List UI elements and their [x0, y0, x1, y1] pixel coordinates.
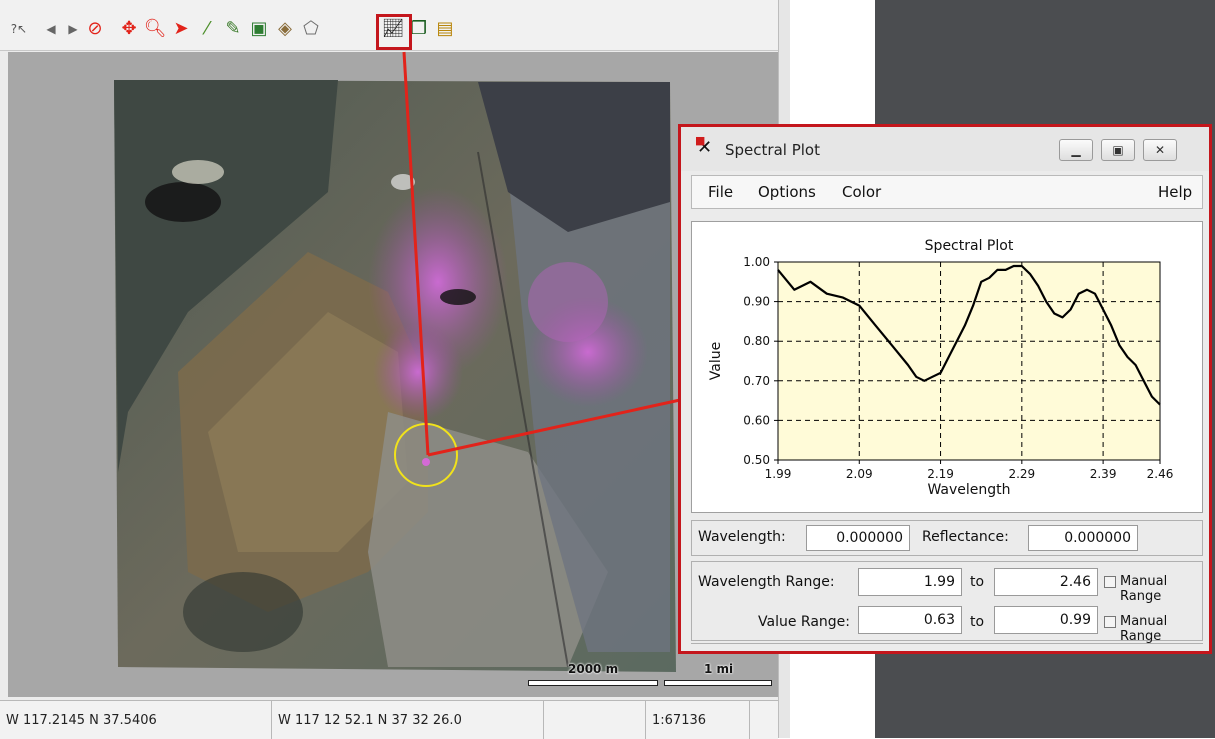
satellite-image[interactable]: [8, 52, 778, 697]
cube-icon[interactable]: ❒: [410, 18, 428, 39]
edit-icon[interactable]: ✎: [225, 18, 241, 39]
y-tick-label: 1.00: [743, 255, 770, 269]
x-tick-label: 2.19: [927, 467, 954, 481]
close-button[interactable]: ✕: [1143, 139, 1177, 161]
menu-file[interactable]: File: [708, 183, 734, 201]
scale-bar-imperial: [664, 680, 772, 686]
scale-bar-metric-label: 2000 m: [568, 662, 619, 676]
menu-options[interactable]: Options: [758, 183, 816, 201]
polygon-icon[interactable]: ⬠: [303, 18, 319, 39]
forward-arrow-icon[interactable]: ▶: [68, 22, 78, 36]
value-manual-range-checkbox[interactable]: [1104, 616, 1116, 628]
status-decimal-coords: W 117.2145 N 37.5406: [0, 701, 272, 739]
x-tick-label: 2.09: [846, 467, 873, 481]
cancel-icon[interactable]: ⊘: [87, 18, 103, 39]
toolbar: ?↖ ◀ ▶ ⊘ ✥ 🔍︎ ➤ ⁄ ✎ ▣ ◈ ⬠ 📈︎ ❒ ▤: [0, 0, 778, 51]
help-pointer-icon[interactable]: ?↖: [10, 22, 28, 36]
y-tick-label: 0.50: [743, 453, 770, 467]
value-range-min-input[interactable]: 0.63: [858, 606, 962, 634]
tool-highlight-box: [376, 14, 412, 50]
status-map-scale: 1:67136: [646, 701, 750, 739]
select-pointer-icon[interactable]: ➤: [173, 18, 189, 39]
spectral-curve: [777, 264, 1161, 406]
y-tick-label: 0.90: [743, 295, 770, 309]
value-range-label: Value Range:: [758, 614, 850, 630]
x-tick-label: 2.46: [1147, 467, 1174, 481]
wavelength-range-min-input[interactable]: 1.99: [858, 568, 962, 596]
pan-icon[interactable]: ✥: [121, 18, 137, 39]
y-tick-label: 0.70: [743, 374, 770, 388]
spectral-plot-icon[interactable]: 📈︎: [381, 18, 405, 39]
spectral-plot-title: Spectral Plot: [725, 141, 820, 159]
y-tick-label: 0.80: [743, 334, 770, 348]
window-bottom-strip: [691, 643, 1203, 650]
range-controls: Wavelength Range: 1.99 to 2.46 Manual Ra…: [691, 561, 1203, 644]
chart-title: Spectral Plot: [925, 238, 1014, 254]
value-manual-range-label[interactable]: Manual Range: [1120, 614, 1168, 644]
image-viewer[interactable]: 2000 m 1 mi: [8, 52, 778, 697]
wavelength-range-max-input[interactable]: 2.46: [994, 568, 1098, 596]
wavelength-label: Wavelength:: [698, 529, 786, 545]
spectral-plot-frame: Spectral Plot 1.99 2.09 2.19 2.29 2.39 2.46 1.0…: [691, 221, 1203, 513]
zoom-icon[interactable]: 🔍︎: [143, 18, 167, 39]
scale-bar-metric: [528, 680, 658, 686]
spectral-plot-titlebar[interactable]: ■ ✕ Spectral Plot ▁ ▣ ✕: [681, 127, 1209, 171]
scale-bar-imperial-label: 1 mi: [704, 662, 734, 676]
app-logo-icon: ■ ✕: [695, 134, 713, 158]
layer-icon[interactable]: ▣: [250, 18, 268, 39]
spectral-plot-window[interactable]: ■ ✕ Spectral Plot ▁ ▣ ✕ File Options Colo…: [678, 124, 1212, 654]
scale-bar: 2000 m 1 mi: [528, 662, 778, 692]
value-range-max-input[interactable]: 0.99: [994, 606, 1098, 634]
x-tick-label: 2.39: [1090, 467, 1117, 481]
wavelength-value: 0.000000: [806, 525, 910, 551]
menu-color[interactable]: Color: [842, 183, 882, 201]
minimize-icon: ▁: [1071, 143, 1081, 157]
reflectance-value: 0.000000: [1028, 525, 1138, 551]
minimize-button[interactable]: ▁: [1059, 139, 1093, 161]
gis-viewer-window: ?↖ ◀ ▶ ⊘ ✥ 🔍︎ ➤ ⁄ ✎ ▣ ◈ ⬠ 📈︎ ❒ ▤: [0, 0, 791, 739]
status-bar: W 117.2145 N 37.5406 W 117 12 52.1 N 37 …: [0, 700, 778, 739]
value-range-to-label: to: [970, 614, 985, 630]
region-icon[interactable]: ◈: [278, 18, 292, 39]
cursor-readout: Wavelength: 0.000000 Reflectance: 0.0000…: [691, 520, 1203, 556]
close-icon: ✕: [1154, 143, 1166, 157]
status-dms-coords: W 117 12 52.1 N 37 32 26.0: [272, 701, 544, 739]
maximize-button[interactable]: ▣: [1101, 139, 1135, 161]
spectral-chart[interactable]: Spectral Plot 1.99 2.09 2.19 2.29 2.39 2.46 1.0…: [692, 222, 1202, 512]
wavelength-range-label: Wavelength Range:: [698, 574, 835, 590]
x-tick-label: 1.99: [765, 467, 792, 481]
wavelength-manual-range-checkbox[interactable]: [1104, 576, 1116, 588]
spectral-plot-menubar: File Options Color Help: [691, 175, 1203, 209]
reflectance-label: Reflectance:: [922, 529, 1009, 545]
wavelength-manual-range-label[interactable]: Manual Range: [1120, 574, 1168, 604]
data-icon[interactable]: ▤: [436, 18, 454, 39]
y-axis-label: Value: [708, 342, 724, 380]
x-tick-label: 2.29: [1008, 467, 1035, 481]
draw-line-icon[interactable]: ⁄: [205, 18, 209, 39]
wavelength-range-to-label: to: [970, 574, 985, 590]
menu-help[interactable]: Help: [1158, 183, 1193, 201]
x-axis-label: Wavelength: [927, 482, 1010, 498]
status-empty-cell: [544, 701, 646, 739]
y-tick-label: 0.60: [743, 413, 770, 427]
back-arrow-icon[interactable]: ◀: [46, 22, 56, 36]
maximize-icon: ▣: [1112, 143, 1124, 157]
